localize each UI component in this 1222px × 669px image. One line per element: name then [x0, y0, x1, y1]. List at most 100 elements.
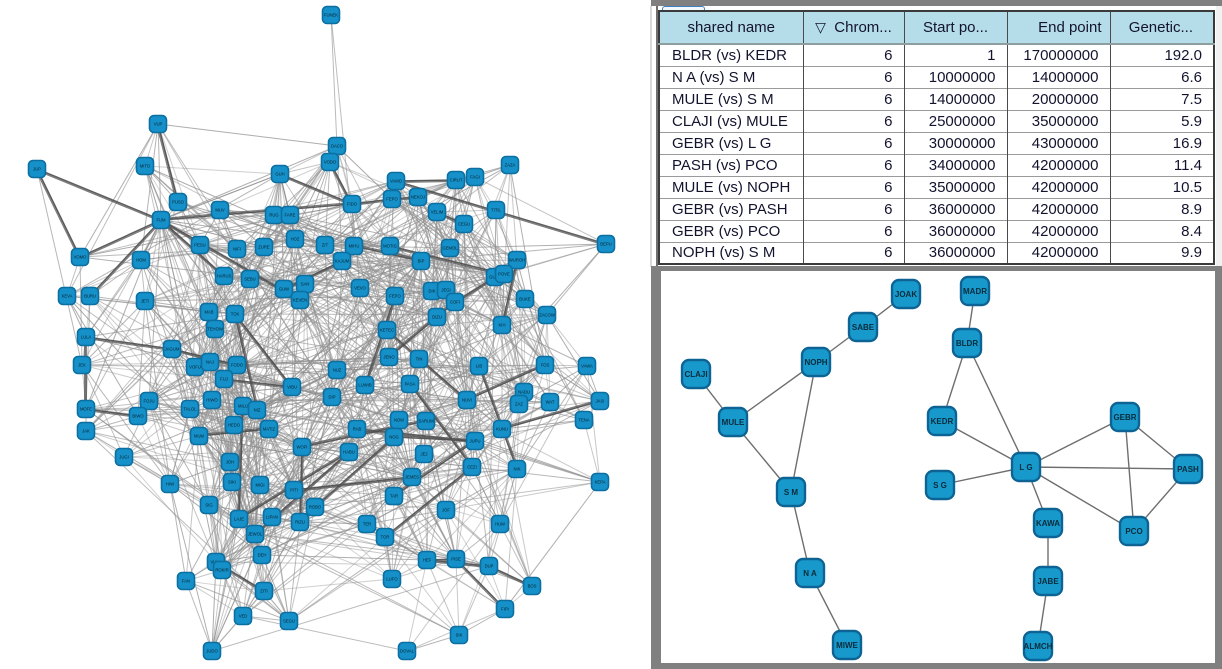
svg-text:PASA: PASA: [405, 382, 416, 387]
svg-text:SABE: SABE: [852, 323, 875, 332]
svg-text:LAJE: LAJE: [234, 517, 244, 522]
svg-text:DIZU: DIZU: [432, 315, 442, 320]
svg-text:LIB: LIB: [476, 364, 482, 369]
svg-text:FAGI: FAGI: [470, 175, 480, 180]
svg-text:MITO: MITO: [140, 164, 151, 169]
svg-text:JOH: JOH: [226, 460, 234, 465]
svg-text:POVE: POVE: [498, 272, 510, 277]
svg-text:SEBU: SEBU: [244, 277, 255, 282]
svg-text:TENA: TENA: [578, 418, 589, 423]
svg-text:ZITI: ZITI: [260, 589, 267, 594]
svg-text:KEPA: KEPA: [595, 480, 606, 485]
svg-text:JETI: JETI: [141, 299, 150, 304]
svg-text:MUV: MUV: [215, 208, 225, 213]
svg-text:BEPU: BEPU: [600, 242, 611, 247]
svg-text:JEMES: JEMES: [405, 475, 419, 480]
svg-text:JENO: JENO: [383, 355, 395, 360]
svg-text:ZACOW: ZACOW: [539, 313, 555, 318]
svg-text:MILU: MILU: [238, 404, 248, 409]
svg-text:TOK: TOK: [231, 312, 240, 317]
svg-text:HOM: HOM: [136, 258, 146, 263]
svg-text:SAN: SAN: [301, 282, 310, 287]
svg-text:NUVI: NUVI: [462, 398, 472, 403]
svg-text:ZIT: ZIT: [322, 243, 329, 248]
svg-text:VED: VED: [239, 614, 248, 619]
svg-text:TIN: TIN: [416, 357, 423, 362]
svg-text:KIH: KIH: [499, 323, 506, 328]
svg-text:TEHOW: TEHOW: [207, 327, 223, 332]
svg-text:MAB: MAB: [204, 310, 213, 315]
svg-text:MATIZ: MATIZ: [263, 427, 276, 432]
svg-text:NIZ: NIZ: [254, 408, 261, 413]
svg-text:JUGI: JUGI: [119, 455, 129, 460]
svg-text:BUKE: BUKE: [519, 297, 531, 302]
svg-text:VEVO: VEVO: [354, 286, 366, 291]
svg-text:CIRUT: CIRUT: [450, 178, 463, 183]
svg-text:NUZ: NUZ: [333, 368, 342, 373]
svg-text:VOMO: VOMO: [74, 255, 88, 260]
svg-text:WUROH: WUROH: [509, 258, 525, 263]
svg-text:VELIM: VELIM: [431, 210, 444, 215]
svg-text:TER: TER: [363, 522, 371, 527]
svg-text:ROKIR: ROKIR: [215, 568, 228, 573]
svg-text:DIK: DIK: [429, 289, 436, 294]
svg-text:DIP: DIP: [329, 395, 336, 400]
svg-text:FUM: FUM: [156, 218, 166, 223]
svg-text:VAMO: VAMO: [390, 179, 403, 184]
svg-text:FUNEK: FUNEK: [324, 13, 338, 18]
svg-text:WAT: WAT: [546, 400, 555, 405]
svg-text:JUDO: JUDO: [206, 649, 218, 654]
svg-text:MIWE: MIWE: [836, 641, 858, 650]
svg-text:FUJ: FUJ: [220, 377, 228, 382]
svg-text:SIK: SIK: [456, 633, 463, 638]
svg-text:MADR: MADR: [963, 287, 987, 296]
svg-text:ZURE: ZURE: [258, 245, 270, 250]
svg-text:JASI: JASI: [596, 399, 605, 404]
svg-text:ZAZ: ZAZ: [515, 402, 523, 407]
svg-text:BOS: BOS: [528, 584, 537, 589]
svg-text:HABU: HABU: [343, 450, 355, 455]
svg-text:HIWO: HIWO: [206, 398, 218, 403]
svg-text:FARE: FARE: [285, 213, 296, 218]
svg-text:JEWOL: JEWOL: [248, 532, 263, 537]
svg-text:NOW: NOW: [394, 418, 404, 423]
svg-text:JOF: JOF: [442, 508, 450, 513]
svg-text:ROBO: ROBO: [309, 505, 322, 510]
svg-text:SIKI: SIKI: [228, 480, 236, 485]
svg-text:S G: S G: [933, 481, 947, 490]
svg-text:FEPO: FEPO: [386, 197, 398, 202]
svg-text:S M: S M: [784, 488, 799, 497]
svg-text:FOS: FOS: [541, 363, 550, 368]
svg-text:PISE: PISE: [451, 557, 461, 562]
svg-text:NOG: NOG: [389, 435, 399, 440]
svg-text:KETEC: KETEC: [380, 328, 394, 333]
svg-text:VAWA: VAWA: [581, 364, 593, 369]
svg-text:RAB: RAB: [353, 427, 362, 432]
svg-text:FODO: FODO: [231, 363, 244, 368]
svg-text:JABE: JABE: [1037, 577, 1059, 586]
svg-text:GUH: GUH: [275, 172, 284, 177]
svg-text:SARUM: SARUM: [418, 419, 434, 424]
svg-text:FIPI: FIPI: [501, 607, 509, 612]
svg-text:DUP: DUP: [485, 564, 494, 569]
svg-text:JAK: JAK: [82, 429, 90, 434]
svg-text:DEH: DEH: [258, 553, 267, 558]
svg-text:PASH: PASH: [1177, 465, 1199, 474]
svg-text:LULA: LULA: [81, 335, 92, 340]
svg-text:KUNU: KUNU: [496, 427, 508, 432]
svg-text:NIK: NIK: [514, 467, 521, 472]
svg-text:GEBR: GEBR: [1113, 413, 1136, 422]
svg-text:PCO: PCO: [1125, 527, 1142, 536]
svg-text:SEGU: SEGU: [283, 619, 295, 624]
svg-text:LUFO: LUFO: [386, 577, 398, 582]
svg-text:VODO: VODO: [324, 160, 337, 165]
svg-text:KEVEN: KEVEN: [293, 298, 307, 303]
svg-text:CEZI: CEZI: [467, 465, 477, 470]
svg-text:FEPO: FEPO: [389, 294, 401, 299]
svg-text:HEF: HEF: [423, 558, 432, 563]
svg-text:HIW: HIW: [166, 482, 174, 487]
svg-text:DOVAL: DOVAL: [400, 649, 415, 654]
svg-text:TITIL: TITIL: [491, 208, 501, 213]
svg-text:BIP: BIP: [418, 259, 425, 264]
svg-text:MIHU: MIHU: [349, 244, 360, 249]
